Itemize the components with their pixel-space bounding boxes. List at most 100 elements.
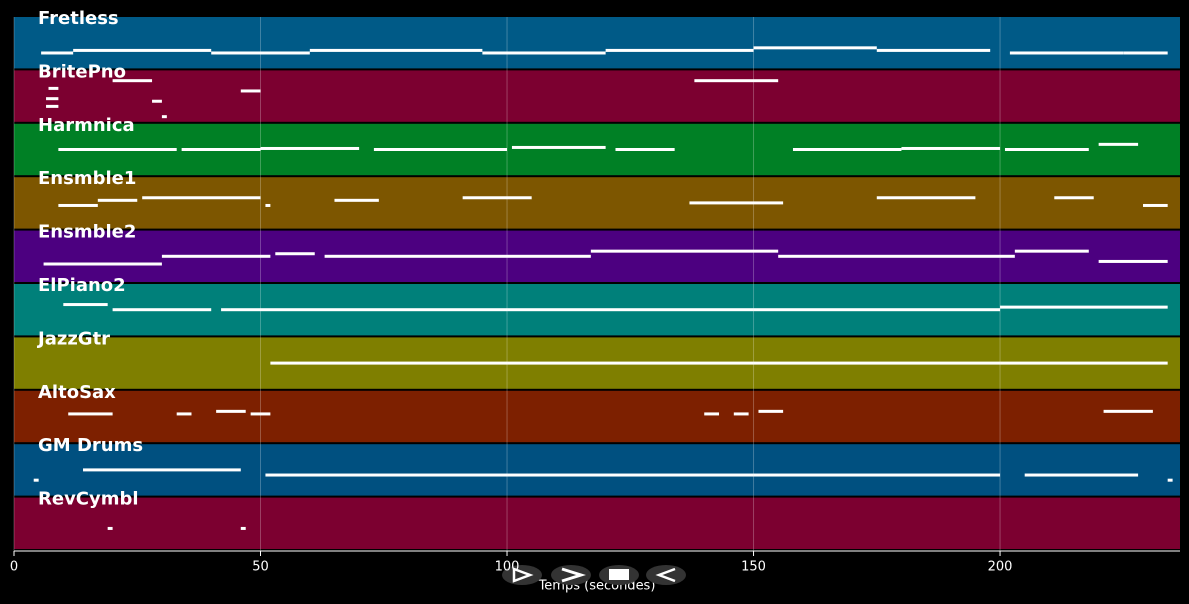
track-name: RevCymbl <box>38 489 139 510</box>
note <box>161 115 167 119</box>
note <box>240 89 261 93</box>
note <box>462 196 532 200</box>
note <box>260 146 360 150</box>
note <box>1103 409 1153 413</box>
x-tick-label: 50 <box>252 560 269 575</box>
note <box>1098 259 1168 263</box>
note <box>324 254 591 258</box>
note <box>161 254 271 258</box>
note <box>507 308 754 312</box>
note <box>48 86 59 90</box>
track-name: Ensmble1 <box>38 168 136 189</box>
note <box>63 303 108 307</box>
note <box>482 51 606 55</box>
note <box>689 201 784 205</box>
notes <box>33 46 1173 530</box>
note <box>221 308 508 312</box>
track-name: BritePno <box>38 61 126 82</box>
note <box>876 48 991 52</box>
note <box>112 79 153 83</box>
track-name: GM Drums <box>38 435 143 456</box>
note <box>511 145 606 149</box>
track-name: Harmnica <box>38 115 135 136</box>
note <box>507 473 754 477</box>
x-tick-label: 150 <box>741 560 766 575</box>
note <box>704 412 720 416</box>
note <box>901 146 1001 150</box>
grid <box>13 17 1001 551</box>
note <box>876 196 976 200</box>
note <box>753 473 1001 477</box>
note <box>1000 361 1168 365</box>
lane <box>14 17 1180 69</box>
note <box>41 51 74 55</box>
note <box>792 148 902 151</box>
note <box>1000 305 1168 309</box>
note <box>181 148 261 151</box>
note <box>733 412 749 416</box>
note <box>507 361 754 365</box>
note <box>1024 473 1139 477</box>
stop-button[interactable] <box>599 565 639 585</box>
note <box>265 473 508 477</box>
lane <box>14 70 1180 122</box>
note <box>753 308 1001 312</box>
lane <box>14 390 1180 443</box>
note <box>107 526 113 530</box>
note <box>58 203 98 207</box>
x-tick-label: 200 <box>988 560 1013 575</box>
track-name: JazzGtr <box>36 328 110 349</box>
note <box>1098 142 1139 146</box>
note <box>590 249 779 253</box>
note <box>778 254 1015 258</box>
note <box>73 48 212 52</box>
playback-controls <box>502 565 686 585</box>
note <box>211 51 310 55</box>
note <box>1143 203 1168 207</box>
note <box>694 79 779 83</box>
note <box>142 196 261 200</box>
note <box>334 198 379 202</box>
note <box>265 203 271 207</box>
note <box>112 308 212 312</box>
note <box>275 252 315 256</box>
forward-button[interactable] <box>551 565 591 585</box>
track-name: Fretless <box>38 8 119 29</box>
track-name: AltoSax <box>38 382 116 403</box>
note <box>270 361 508 365</box>
note <box>1009 51 1124 55</box>
note <box>68 412 113 416</box>
note <box>753 46 877 50</box>
play-button[interactable] <box>502 565 542 585</box>
note <box>615 148 675 151</box>
note <box>58 148 177 151</box>
note <box>46 104 59 108</box>
note <box>309 48 483 52</box>
note <box>1054 196 1094 200</box>
note <box>176 412 192 416</box>
note <box>83 468 241 472</box>
note <box>753 361 1001 365</box>
lane <box>14 177 1180 229</box>
note <box>240 526 246 530</box>
note <box>97 198 138 202</box>
lane <box>14 497 1180 549</box>
labels: Fretless BritePno Harmnica Ensmble1 Ensmble2… <box>36 8 143 510</box>
rewind-button[interactable] <box>646 565 686 585</box>
note <box>1014 249 1089 253</box>
note <box>605 48 754 52</box>
x-tick-label: 100 <box>495 560 520 575</box>
note <box>250 412 271 416</box>
x-tick-label: 0 <box>10 560 18 575</box>
note <box>1004 148 1089 151</box>
note <box>758 409 784 413</box>
note <box>33 478 39 482</box>
track-name: ElPiano2 <box>38 275 126 296</box>
track-name: Ensmble2 <box>38 222 136 243</box>
note <box>152 99 162 103</box>
note <box>1123 51 1168 55</box>
note <box>373 148 508 151</box>
note <box>43 262 162 266</box>
